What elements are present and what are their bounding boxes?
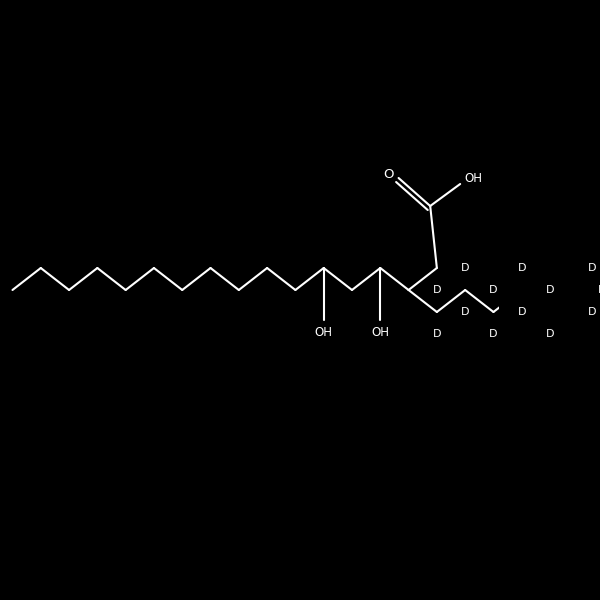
Text: D: D: [587, 263, 596, 273]
Text: D: D: [489, 329, 498, 339]
Text: OH: OH: [371, 326, 389, 340]
Text: OH: OH: [314, 326, 332, 340]
Text: D: D: [433, 285, 441, 295]
Text: D: D: [517, 307, 526, 317]
Text: D: D: [517, 263, 526, 273]
Text: D: D: [546, 329, 554, 339]
Text: D: D: [489, 285, 498, 295]
Text: D: D: [433, 329, 441, 339]
Text: OH: OH: [464, 173, 482, 185]
Text: D: D: [587, 307, 596, 317]
Text: D: D: [461, 307, 469, 317]
Text: D: D: [546, 285, 554, 295]
Text: O: O: [383, 167, 394, 181]
Text: D: D: [598, 285, 600, 295]
Text: D: D: [461, 263, 469, 273]
